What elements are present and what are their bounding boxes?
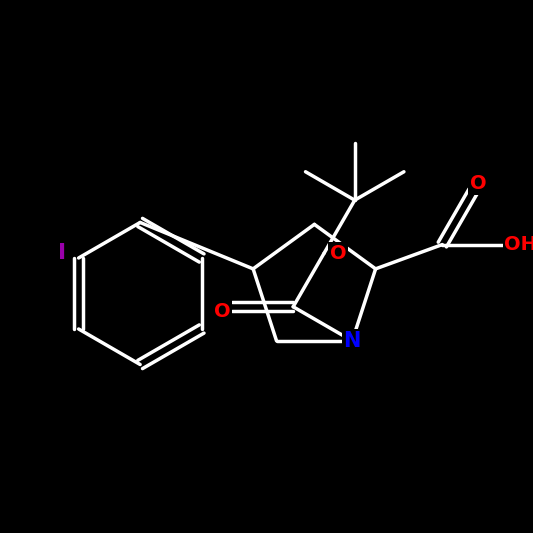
Text: O: O: [470, 174, 486, 193]
Text: O: O: [330, 244, 346, 263]
Text: I: I: [58, 243, 66, 263]
Text: N: N: [344, 331, 361, 351]
Text: O: O: [214, 302, 230, 321]
Text: OH: OH: [505, 235, 533, 254]
